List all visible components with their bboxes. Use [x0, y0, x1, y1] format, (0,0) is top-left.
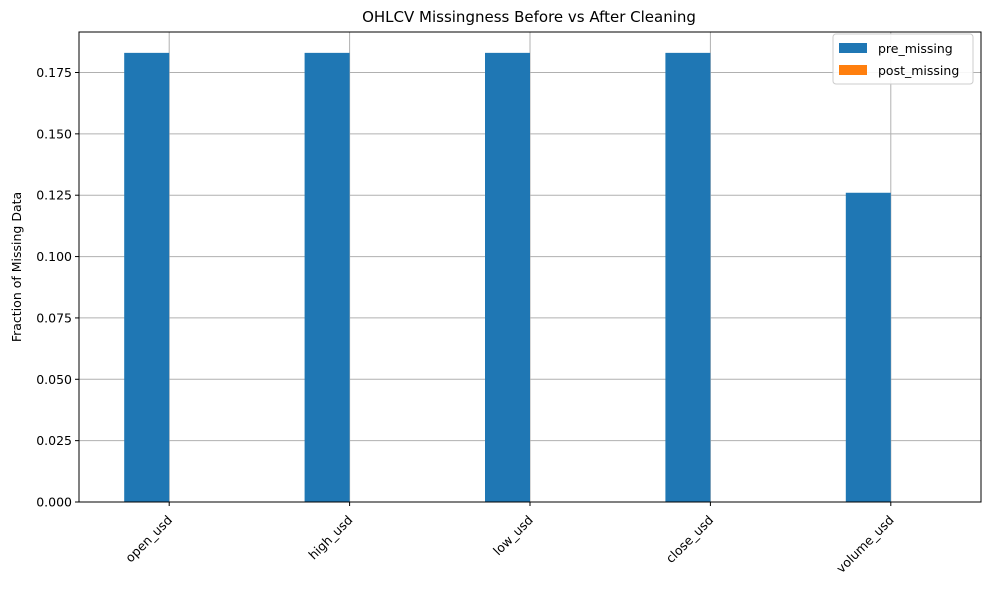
y-tick-label: 0.050 — [36, 372, 72, 387]
legend-label-post-missing: post_missing — [878, 63, 959, 78]
y-tick-label: 0.175 — [36, 65, 72, 80]
legend-swatch-post-missing — [839, 65, 867, 75]
bars-layer — [124, 52, 891, 502]
y-tick-label: 0.025 — [36, 433, 72, 448]
y-tick-label: 0.125 — [36, 188, 72, 203]
chart-title: OHLCV Missingness Before vs After Cleani… — [362, 8, 696, 26]
legend-label-pre-missing: pre_missing — [878, 41, 953, 56]
bar-pre-missing-close-usd — [665, 52, 711, 502]
x-tick-label: open_usd — [122, 512, 175, 565]
bar-pre-missing-volume-usd — [845, 192, 891, 502]
x-tick-label: low_usd — [490, 512, 536, 558]
bar-pre-missing-high-usd — [304, 52, 350, 502]
y-tick-label: 0.075 — [36, 310, 72, 325]
y-tick-label: 0.150 — [36, 126, 72, 141]
x-tick-label: volume_usd — [833, 512, 897, 576]
y-axis-label: Fraction of Missing Data — [9, 192, 24, 342]
y-tick-label: 0.000 — [36, 495, 72, 510]
legend-box — [832, 33, 974, 85]
legend-swatch-pre-missing — [839, 43, 867, 53]
x-tick-label: close_usd — [663, 512, 717, 566]
y-tick-label: 0.100 — [36, 249, 72, 264]
bar-pre-missing-low-usd — [485, 52, 530, 502]
x-tick-label: high_usd — [305, 512, 355, 562]
legend: pre_missing post_missing — [832, 33, 974, 85]
bar-pre-missing-open-usd — [124, 52, 170, 502]
